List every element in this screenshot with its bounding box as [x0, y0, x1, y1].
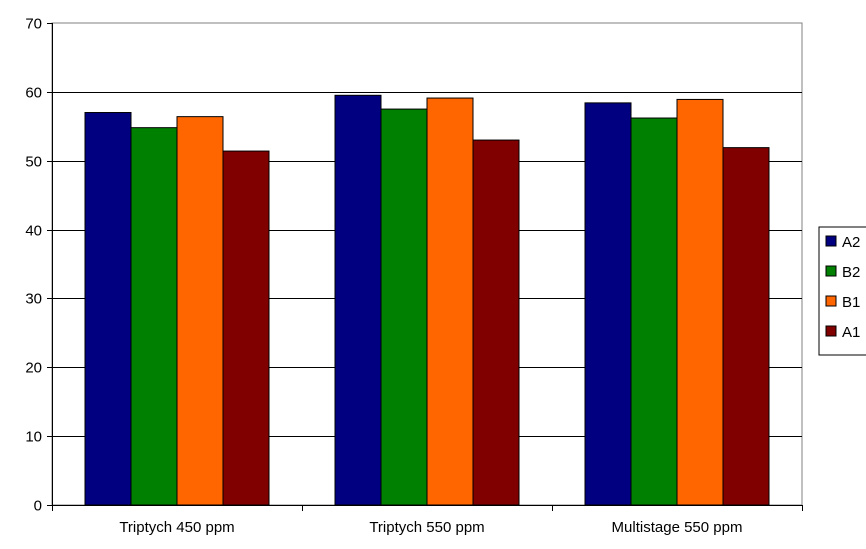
bar-b1 [426, 97, 474, 506]
axes: 0 10 20 30 40 50 60 70 Triptych 450 ppm Triptych … [25, 16, 803, 536]
legend-label-b1: B1 [842, 294, 860, 311]
x-tick-label: Multistage 550 ppm [612, 519, 743, 536]
bar-b2 [130, 127, 178, 506]
y-tick-label: 0 [34, 498, 42, 515]
bar-a1 [472, 139, 520, 506]
bars [84, 94, 770, 506]
bar-b1 [176, 116, 224, 506]
y-tick-label: 20 [25, 360, 42, 377]
bar-a2 [334, 94, 382, 506]
bar-a2 [84, 112, 132, 506]
bar-b2 [380, 108, 428, 506]
y-tick-label: 30 [25, 291, 42, 308]
legend-swatch-a1 [825, 325, 837, 337]
legend-swatch-b2 [825, 265, 837, 277]
legend-label-a1: A1 [842, 324, 860, 341]
legend-swatch-a2 [825, 235, 837, 247]
bar-a1 [722, 147, 770, 506]
x-tick-label: Triptych 550 ppm [369, 519, 484, 536]
bar-a1 [222, 150, 270, 506]
y-tick-label: 10 [25, 429, 42, 446]
bar-b2 [630, 117, 678, 506]
legend-label-b2: B2 [842, 264, 860, 281]
y-tick-label: 70 [25, 16, 42, 33]
y-tick-label: 40 [25, 223, 42, 240]
bar-b1 [676, 98, 724, 506]
bar-a2 [584, 102, 632, 506]
legend: A2 B2 B1 A1 [818, 226, 866, 356]
legend-swatch-b1 [825, 295, 837, 307]
x-tick-label: Triptych 450 ppm [119, 519, 234, 536]
y-tick-label: 50 [25, 154, 42, 171]
legend-label-a2: A2 [842, 234, 860, 251]
y-tick-label: 60 [25, 85, 42, 102]
